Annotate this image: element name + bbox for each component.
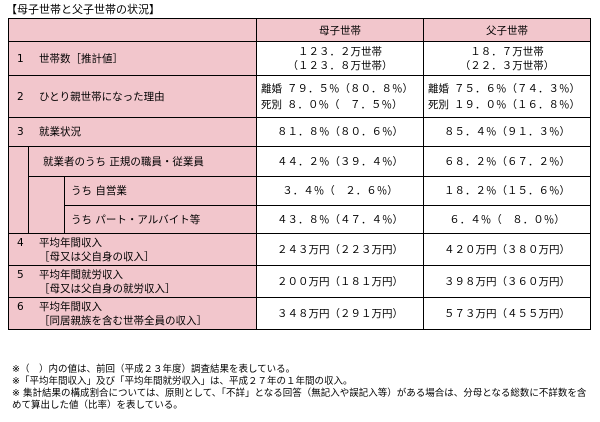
cell-mother-annual-income: ２４３万円（２２３万円） (256, 233, 425, 266)
cell-mother-self-employed: ３．４％（ ２．６％） (256, 176, 425, 206)
table-row: 5 平均年間就労収入 ［母又は父自身の就労収入］ ２００万円（１８１万円） ３９８… (7, 265, 592, 298)
row-label-annual-income: 4 平均年間収入 ［母又は父自身の収入］ (7, 233, 258, 266)
row-label-self-employed: うち 自営業 (63, 176, 258, 206)
cell-father-reason: 離婚 ７５．６％（７４．３％） 死別 １９．０％（１６．８％） (423, 75, 592, 118)
table-header-row: 母子世帯 父子世帯 (7, 18, 592, 42)
cell-father-employment: ８５．４％（９１．３％） (423, 117, 592, 147)
page-title: 【母子世帯と父子世帯の状況】 (6, 3, 160, 16)
footnote-1: ※（ ）内の値は、前回（平成２３年度）調査結果を表している。 (12, 364, 296, 375)
status-table: 母子世帯 父子世帯 1 世帯数［推計値］ １２３．２万世帯 （１２３．８万世帯） … (7, 18, 592, 330)
footnote-2: ※「平均年間収入」及び「平均年間就労収入」は、平成２７年の１年間の収入。 (12, 376, 353, 387)
cell-mother-household-income: ３４８万円（２９１万円） (256, 297, 425, 330)
cell-father-annual-income: ４２０万円（３８０万円） (423, 233, 592, 266)
footnotes: ※（ ）内の値は、前回（平成２３年度）調査結果を表している。 ※「平均年間収入」… (12, 364, 592, 412)
table-row: 就業者のうち 正規の職員・従業員 ４４．２％（３９．４％） ６８．２％（６７．２… (8, 146, 592, 234)
row-label-part-time: うち パート・アルバイト等 (63, 205, 258, 234)
header-blank (7, 18, 258, 42)
row-label-household-income: 6 平均年間収入 ［同居親族を含む世帯全員の収入］ (7, 297, 258, 330)
row-label-work-income: 5 平均年間就労収入 ［母又は父自身の就労収入］ (7, 265, 258, 298)
header-father: 父子世帯 (423, 18, 592, 42)
cell-father-part-time: ６．４％（ ８．０％） (423, 205, 592, 234)
table-row: 1 世帯数［推計値］ １２３．２万世帯 （１２３．８万世帯） １８．７万世帯 （２… (7, 41, 592, 76)
row-label-employment: 3 就業状況 (7, 117, 258, 147)
footnote-3: ※ 集計結果の構成割合については、原則として、「不詳」となる回答（無記入や誤記入… (12, 388, 587, 411)
table-row: 3 就業状況 ８１．８％（８０．６％） ８５．４％（９１．３％） (7, 117, 592, 147)
cell-mother-household: １２３．２万世帯 （１２３．８万世帯） (256, 41, 425, 76)
cell-mother-work-income: ２００万円（１８１万円） (256, 265, 425, 298)
cell-mother-reason: 離婚 ７９．５％（８０．８％） 死別 ８．０％（ ７．５％） (256, 75, 425, 118)
indent-blank-2 (28, 176, 65, 234)
cell-father-regular: ６８．２％（６７．２％） (423, 146, 592, 177)
table-row: 2 ひとり親世帯になった理由 離婚 ７９．５％（８０．８％） 死別 ８．０％（ ７．５… (7, 75, 592, 118)
table-row: 4 平均年間収入 ［母又は父自身の収入］ ２４３万円（２２３万円） ４２０万円（３… (7, 233, 592, 266)
cell-mother-part-time: ４３．８％（４７．４％） (256, 205, 425, 234)
cell-mother-employment: ８１．８％（８０．６％） (256, 117, 425, 147)
cell-father-work-income: ３９８万円（３６０万円） (423, 265, 592, 298)
header-mother: 母子世帯 (256, 18, 425, 42)
indent-blank (8, 146, 29, 234)
table-row: 6 平均年間収入 ［同居親族を含む世帯全員の収入］ ３４８万円（２９１万円） ５７… (7, 297, 592, 330)
cell-father-household: １８．７万世帯 （２２．３万世帯） (423, 41, 592, 76)
cell-father-household-income: ５７３万円（４５５万円） (423, 297, 592, 330)
table-row: うち パート・アルバイト等 ４３．８％（４７．４％） ６．４％（ ８．０％） (9, 205, 592, 234)
cell-father-self-employed: １８．２％（１５．６％） (423, 176, 592, 206)
table-row: うち 自営業 ３．４％（ ２．６％） １８．２％（１５．６％） (9, 176, 592, 234)
row-label-reason: 2 ひとり親世帯になった理由 (7, 75, 258, 118)
row-label-regular: 就業者のうち 正規の職員・従業員 (27, 146, 258, 177)
row-label-household-count: 1 世帯数［推計値］ (7, 41, 258, 76)
cell-mother-regular: ４４．２％（３９．４％） (256, 146, 425, 177)
